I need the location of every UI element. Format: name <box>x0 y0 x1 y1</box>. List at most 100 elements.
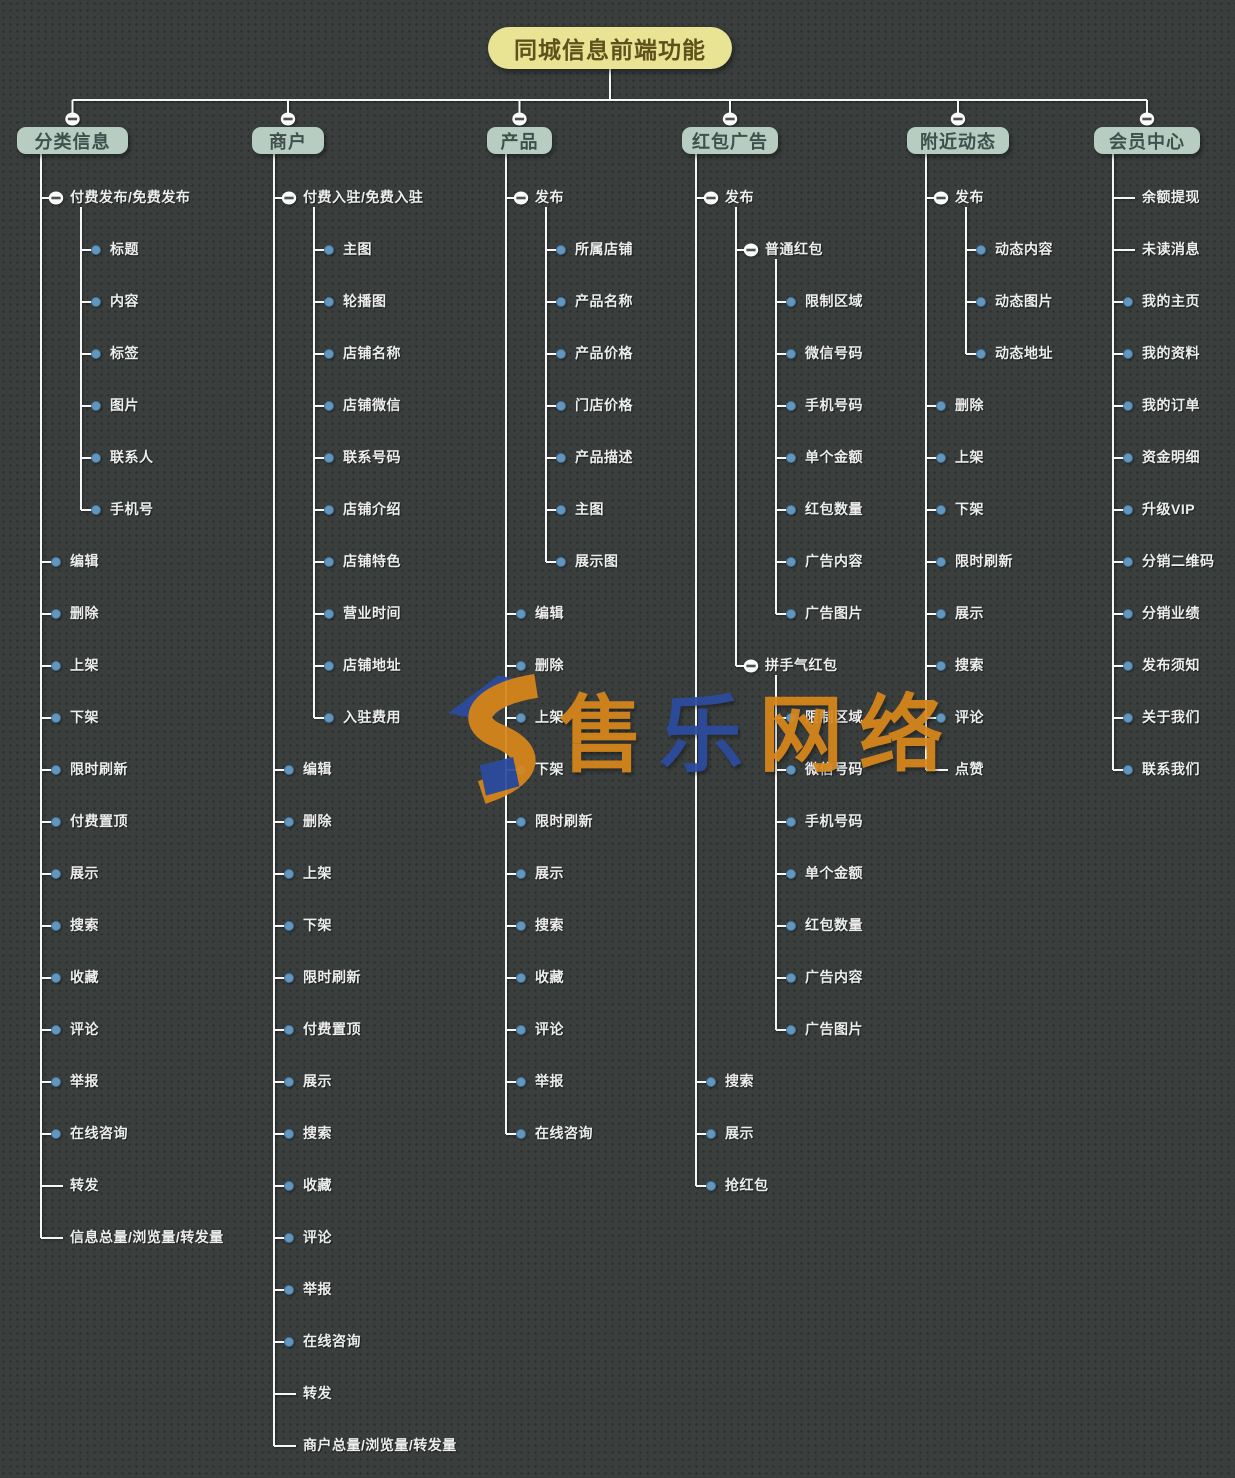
topic-label[interactable]: 店铺特色 <box>343 553 401 570</box>
topic-label[interactable]: 编辑 <box>70 553 99 570</box>
topic-label[interactable]: 付费发布/免费发布 <box>70 189 191 206</box>
topic-label[interactable]: 收藏 <box>303 1177 332 1194</box>
topic-label[interactable]: 评论 <box>535 1021 564 1038</box>
topic-label[interactable]: 升级VIP <box>1142 501 1196 518</box>
collapse-toggle-icon[interactable] <box>722 112 738 126</box>
topic-label[interactable]: 轮播图 <box>343 293 387 310</box>
topic-label[interactable]: 余额提现 <box>1142 189 1200 206</box>
collapse-toggle-icon[interactable] <box>933 191 949 205</box>
topic-label[interactable]: 联系人 <box>110 449 154 466</box>
collapse-toggle-icon[interactable] <box>950 112 966 126</box>
branch-topic-5[interactable]: 附近动态 <box>907 127 1009 154</box>
collapse-toggle-icon[interactable] <box>280 112 296 126</box>
topic-label[interactable]: 店铺名称 <box>343 345 401 362</box>
topic-label[interactable]: 联系号码 <box>343 449 401 466</box>
topic-label[interactable]: 红包数量 <box>805 501 863 518</box>
topic-label[interactable]: 拼手气红包 <box>765 657 838 674</box>
topic-label[interactable]: 广告图片 <box>805 605 863 622</box>
topic-label[interactable]: 评论 <box>955 709 984 726</box>
topic-label[interactable]: 删除 <box>70 605 99 622</box>
topic-label[interactable]: 商户总量/浏览量/转发量 <box>303 1437 457 1454</box>
collapse-toggle-icon[interactable] <box>743 243 759 257</box>
topic-label[interactable]: 编辑 <box>303 761 332 778</box>
topic-label[interactable]: 动态内容 <box>995 241 1053 258</box>
topic-label[interactable]: 动态图片 <box>995 293 1053 310</box>
topic-label[interactable]: 删除 <box>955 397 984 414</box>
topic-label[interactable]: 抢红包 <box>725 1177 769 1194</box>
topic-label[interactable]: 举报 <box>70 1073 99 1090</box>
topic-label[interactable]: 广告图片 <box>805 1021 863 1038</box>
topic-label[interactable]: 搜索 <box>725 1073 754 1090</box>
topic-label[interactable]: 付费置顶 <box>303 1021 361 1038</box>
topic-label[interactable]: 评论 <box>303 1229 332 1246</box>
topic-label[interactable]: 举报 <box>535 1073 564 1090</box>
collapse-toggle-icon[interactable] <box>513 191 529 205</box>
topic-label[interactable]: 搜索 <box>303 1125 332 1142</box>
topic-label[interactable]: 所属店铺 <box>575 241 633 258</box>
topic-label[interactable]: 店铺地址 <box>343 657 401 674</box>
topic-label[interactable]: 标签 <box>110 345 139 362</box>
collapse-toggle-icon[interactable] <box>703 191 719 205</box>
topic-label[interactable]: 在线咨询 <box>70 1125 128 1142</box>
topic-label[interactable]: 上架 <box>955 449 984 466</box>
topic-label[interactable]: 上架 <box>535 709 564 726</box>
topic-label[interactable]: 付费置顶 <box>70 813 128 830</box>
topic-label[interactable]: 展示 <box>725 1125 754 1142</box>
topic-label[interactable]: 信息总量/浏览量/转发量 <box>70 1229 224 1246</box>
topic-label[interactable]: 图片 <box>110 397 139 414</box>
topic-label[interactable]: 动态地址 <box>995 345 1053 362</box>
topic-label[interactable]: 删除 <box>535 657 564 674</box>
topic-label[interactable]: 单个金额 <box>805 865 863 882</box>
topic-label[interactable]: 发布 <box>725 189 754 206</box>
topic-label[interactable]: 店铺微信 <box>343 397 401 414</box>
topic-label[interactable]: 主图 <box>575 501 604 518</box>
topic-label[interactable]: 限时刷新 <box>955 553 1013 570</box>
topic-label[interactable]: 收藏 <box>70 969 99 986</box>
topic-label[interactable]: 上架 <box>303 865 332 882</box>
topic-label[interactable]: 展示 <box>70 865 99 882</box>
topic-label[interactable]: 手机号码 <box>805 397 863 414</box>
collapse-toggle-icon[interactable] <box>743 659 759 673</box>
topic-label[interactable]: 资金明细 <box>1142 449 1200 466</box>
topic-label[interactable]: 限时刷新 <box>303 969 361 986</box>
topic-label[interactable]: 产品描述 <box>575 449 633 466</box>
topic-label[interactable]: 转发 <box>70 1177 99 1194</box>
topic-label[interactable]: 付费入驻/免费入驻 <box>303 189 424 206</box>
topic-label[interactable]: 搜索 <box>535 917 564 934</box>
topic-label[interactable]: 微信号码 <box>805 761 863 778</box>
topic-label[interactable]: 关于我们 <box>1142 709 1200 726</box>
topic-label[interactable]: 内容 <box>110 293 139 310</box>
topic-label[interactable]: 入驻费用 <box>343 709 401 726</box>
topic-label[interactable]: 限制区域 <box>805 293 863 310</box>
topic-label[interactable]: 在线咨询 <box>303 1333 361 1350</box>
topic-label[interactable]: 举报 <box>303 1281 332 1298</box>
root-topic[interactable]: 同城信息前端功能 <box>488 27 732 69</box>
collapse-toggle-icon[interactable] <box>48 191 64 205</box>
topic-label[interactable]: 标题 <box>110 241 139 258</box>
topic-label[interactable]: 上架 <box>70 657 99 674</box>
topic-label[interactable]: 广告内容 <box>805 553 863 570</box>
collapse-toggle-icon[interactable] <box>65 112 80 126</box>
collapse-toggle-icon[interactable] <box>281 191 297 205</box>
topic-label[interactable]: 营业时间 <box>343 605 401 622</box>
topic-label[interactable]: 下架 <box>70 709 99 726</box>
topic-label[interactable]: 展示 <box>535 865 564 882</box>
topic-label[interactable]: 点赞 <box>955 761 984 778</box>
topic-label[interactable]: 分销二维码 <box>1142 553 1215 570</box>
topic-label[interactable]: 门店价格 <box>575 397 633 414</box>
topic-label[interactable]: 评论 <box>70 1021 99 1038</box>
topic-label[interactable]: 联系我们 <box>1142 761 1200 778</box>
topic-label[interactable]: 未读消息 <box>1142 241 1200 258</box>
topic-label[interactable]: 收藏 <box>535 969 564 986</box>
topic-label[interactable]: 搜索 <box>955 657 984 674</box>
topic-label[interactable]: 下架 <box>303 917 332 934</box>
topic-label[interactable]: 展示图 <box>575 553 619 570</box>
topic-label[interactable]: 我的订单 <box>1142 397 1200 414</box>
topic-label[interactable]: 下架 <box>535 761 564 778</box>
topic-label[interactable]: 限时刷新 <box>535 813 593 830</box>
collapse-toggle-icon[interactable] <box>1139 112 1155 126</box>
branch-topic-6[interactable]: 会员中心 <box>1094 127 1200 154</box>
topic-label[interactable]: 单个金额 <box>805 449 863 466</box>
topic-label[interactable]: 删除 <box>303 813 332 830</box>
topic-label[interactable]: 搜索 <box>70 917 99 934</box>
